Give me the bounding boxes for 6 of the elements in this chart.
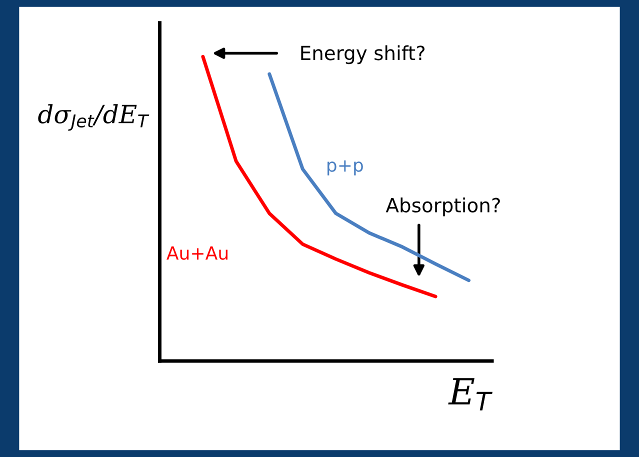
- text: Au+Au: [166, 246, 228, 260]
- annotation: Absorption?: [386, 197, 500, 216]
- annotation: Energy shift?: [301, 45, 425, 64]
- series-label: p+p: [328, 160, 363, 176]
- y-axis-title: dσ$_{Jet}$/dE$_{T}$: [38, 104, 150, 131]
- x-axis-title: E$_{T}$: [448, 378, 492, 410]
